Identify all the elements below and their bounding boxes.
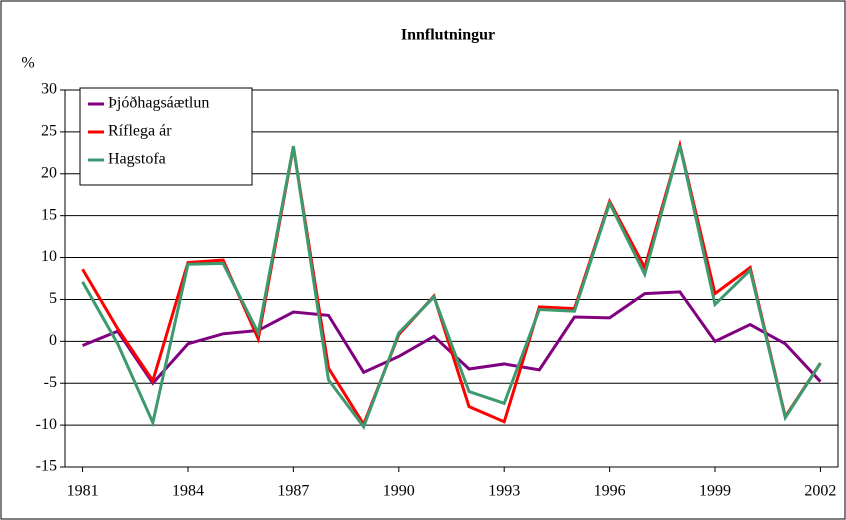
y-tick-label: -15 xyxy=(36,458,57,475)
y-tick-label: 10 xyxy=(41,248,57,265)
x-tick-label: 1993 xyxy=(488,483,520,500)
x-tick-label: 1981 xyxy=(67,483,99,500)
chart-title: Innflutningur xyxy=(401,27,495,44)
x-tick-label: 1996 xyxy=(594,483,626,500)
x-tick-label: 2002 xyxy=(804,483,836,500)
legend-label: Þjóðhagsáætlun xyxy=(108,95,209,112)
x-tick-label: 1999 xyxy=(699,483,731,500)
y-tick-label: 30 xyxy=(41,81,57,98)
x-tick-label: 1987 xyxy=(277,483,309,500)
y-axis-label: % xyxy=(21,55,34,72)
legend-box xyxy=(79,87,253,186)
y-tick-label: 15 xyxy=(41,206,57,223)
legend-label: Ríflega ár xyxy=(108,123,172,140)
y-tick-label: 25 xyxy=(41,123,57,140)
y-tick-label: -10 xyxy=(36,416,57,433)
y-tick-label: 20 xyxy=(41,164,57,181)
y-tick-label: 0 xyxy=(49,332,57,349)
legend-label: Hagstofa xyxy=(108,151,166,168)
y-tick-label: -5 xyxy=(44,374,57,391)
x-tick-label: 1990 xyxy=(383,483,415,500)
y-tick-label: 5 xyxy=(49,290,57,307)
x-tick-label: 1984 xyxy=(172,483,204,500)
series-line xyxy=(81,144,822,430)
